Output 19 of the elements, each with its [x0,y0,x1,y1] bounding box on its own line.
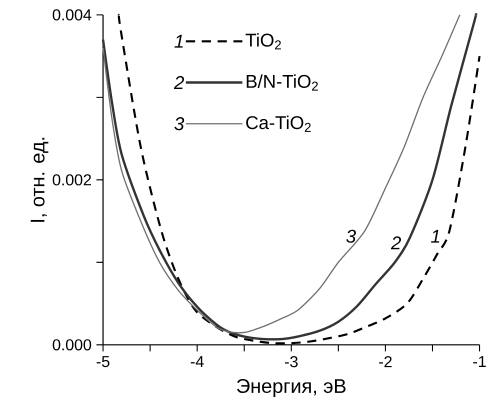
y-tick-label: 0.000 [52,339,92,350]
legend-label: Ca-TiO$_{2}$ [246,116,311,132]
annotation: 1 [430,230,440,243]
annotation: 1 [174,34,183,48]
x-tick-label: -4 [190,356,204,367]
x-tick-label: -1 [473,356,486,367]
x-tick-label: -5 [96,356,110,368]
annotation: 3 [174,117,184,130]
annotation: 2 [390,236,402,250]
x-tick-label: -3 [284,356,298,368]
annotation: 2 [174,76,184,89]
y-tick-label: 0.004 [52,9,92,20]
x-tick-label: -2 [379,356,392,368]
annotation: 3 [346,230,356,243]
x-axis-title: Энергия, эВ [237,378,346,397]
y-tick-label: 0.002 [52,174,91,186]
y-axis-title: I, отн. ед. [30,138,48,222]
legend-label: TiO$_{2}$ [246,33,281,50]
legend-label: B/N-TiO$_{2}$ [246,74,318,91]
